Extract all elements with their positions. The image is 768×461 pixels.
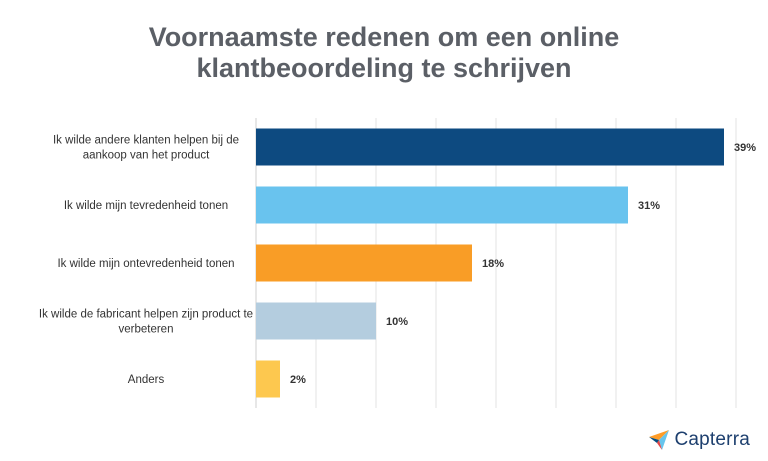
bar: [256, 186, 628, 224]
bar: [256, 302, 376, 340]
bar: [256, 360, 280, 398]
data-label: 10%: [386, 316, 408, 328]
chart-title-line-2: klantbeoordeling te schrijven: [196, 53, 572, 83]
category-label: Ik wilde andere klanten helpen bij de aan…: [53, 135, 239, 162]
capterra-logo: Capterra: [648, 429, 750, 451]
category-label: Ik wilde mijn tevredenheid tonen: [64, 200, 228, 212]
chart-title: Voornaamste redenen om een online klantb…: [0, 22, 768, 84]
data-label: 39%: [734, 142, 756, 154]
chart-title-line-1: Voornaamste redenen om een online: [148, 22, 620, 52]
category-label: Ik wilde mijn ontevredenheid tonen: [57, 258, 234, 270]
bar: [256, 244, 472, 282]
bar: [256, 128, 724, 166]
category-label: Anders: [128, 374, 165, 386]
brand-name: Capterra: [674, 429, 750, 450]
capterra-arrow-icon: [649, 430, 670, 450]
category-label: Ik wilde de fabricant helpen zijn produc…: [39, 309, 253, 336]
data-label: 18%: [482, 258, 504, 270]
data-label: 2%: [290, 374, 306, 386]
data-label: 31%: [638, 200, 660, 212]
